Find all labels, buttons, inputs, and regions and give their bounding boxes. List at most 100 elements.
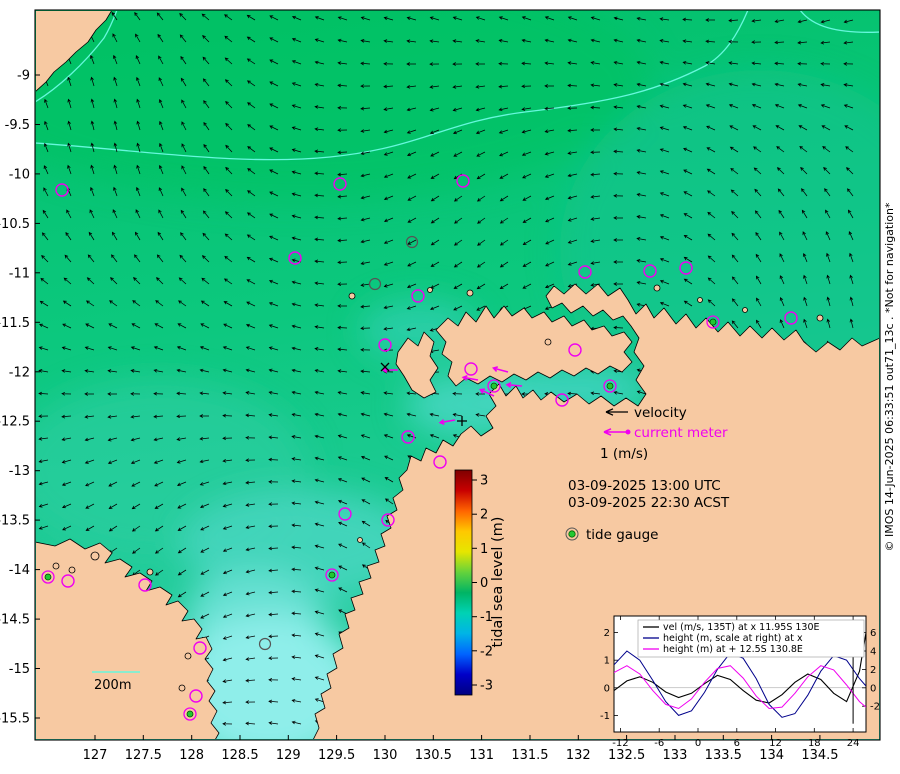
depth-scale-annotation: 200m — [92, 671, 140, 693]
inset-series-height_x — [614, 650, 866, 718]
lat-tick-label: -14 — [9, 563, 30, 578]
tide-gauge-ring — [603, 379, 617, 393]
inset-legend-entry-vel: vel (m/s, 135T) at x 11.95S 130E — [663, 622, 820, 633]
inset-x-tick-label: 6 — [734, 738, 740, 749]
tide-gauge-ring — [325, 568, 339, 582]
lon-tick-label: 131.5 — [511, 748, 548, 763]
colorbar-tick-label: -1 — [480, 610, 493, 625]
station-marker — [368, 277, 382, 291]
current-meter-marker — [433, 455, 447, 469]
depth-contour-line — [36, 11, 118, 103]
tide-gauge-label: tide gauge — [586, 527, 658, 543]
current-meter-marker — [578, 265, 592, 279]
lat-tick-label: -15 — [9, 662, 30, 677]
plus-station-marker — [457, 416, 467, 426]
lon-tick-label: 129.5 — [318, 748, 355, 763]
current-meter-marker — [679, 261, 693, 275]
current-meter-marker — [456, 174, 470, 188]
current-meter-marker — [189, 689, 203, 703]
inset-legend-box — [637, 619, 865, 658]
current-meter-marker — [784, 311, 798, 325]
current-meter-marker — [338, 507, 352, 521]
current-meter-vector — [461, 375, 479, 381]
current-meter-marker — [568, 343, 582, 357]
inset-right-y-tick-label: 6 — [870, 628, 876, 639]
lon-tick-label: 132.5 — [608, 748, 645, 763]
lon-tick-label: 128.5 — [221, 748, 258, 763]
lat-tick-label: -12.5 — [0, 415, 30, 430]
current-meter-vector — [492, 366, 509, 373]
depth-contour-line — [36, 11, 749, 161]
tide-gauge-marker — [490, 382, 498, 390]
landmass-kimberley — [36, 538, 220, 739]
inset-x-tick-label: -6 — [654, 738, 664, 749]
inset-x-tick-label: 12 — [769, 738, 782, 749]
current-meter-marker — [333, 177, 347, 191]
lat-tick-label: -10 — [9, 167, 30, 182]
lon-tick-label: 132 — [566, 748, 591, 763]
depth-contours — [36, 11, 879, 161]
current-meter-marker — [401, 430, 415, 444]
colorbar-tick-label: 3 — [480, 474, 488, 489]
lon-tick-label: 130.5 — [415, 748, 452, 763]
tide-gauge-marker — [709, 318, 717, 326]
current-meter-marker — [288, 251, 302, 265]
colorbar-tick-label: 1 — [480, 542, 488, 557]
colorbar-tick-label: 0 — [480, 576, 488, 591]
inset-x-tick-label: -12 — [612, 738, 628, 749]
inset-series-height_plus — [614, 665, 866, 710]
station-marker — [405, 235, 419, 249]
inset-right-y-tick-label: 2 — [870, 665, 876, 676]
inset-legend-entry-height-x: height (m, scale at right) at x — [663, 633, 803, 644]
lon-tick-label: 133.5 — [705, 748, 742, 763]
lon-tick-label: 127 — [83, 748, 108, 763]
velocity-label: velocity — [634, 405, 687, 421]
colorbar: 3 2 1 0 -1 -2 -3 tidal sea level (m) — [454, 469, 506, 696]
observation-markers — [41, 174, 798, 721]
lat-tick-label: -14.5 — [0, 613, 30, 628]
lon-tick-label: 127.5 — [125, 748, 162, 763]
current-meter-vector — [478, 388, 495, 397]
tide-gauge-marker — [328, 571, 336, 579]
tide-gauge-marker — [44, 573, 52, 581]
lat-tick-label: -12 — [9, 365, 30, 380]
current-meter-marker — [378, 338, 392, 352]
x-station-marker — [380, 362, 390, 372]
lat-tick-label: -11 — [9, 266, 30, 281]
lon-tick-label: 134.5 — [801, 748, 838, 763]
colorbar-tick-label: 2 — [480, 508, 488, 523]
inset-right-y-tick-label: 4 — [870, 646, 876, 657]
depth-contour-line — [800, 11, 879, 33]
lat-tick-label: -9.5 — [5, 118, 30, 133]
lat-tick-label: -11.5 — [0, 316, 30, 331]
colorbar-title: tidal sea level (m) — [490, 517, 506, 648]
current-meter-marker — [61, 574, 75, 588]
lon-tick-label: 131 — [469, 748, 494, 763]
tide-gauge-marker — [606, 382, 614, 390]
lon-tick-label: 130 — [373, 748, 398, 763]
landmass-timor — [36, 11, 112, 92]
velocity-arrow-symbol — [605, 408, 628, 416]
station-marker — [258, 637, 272, 651]
current-meter-marker — [464, 362, 478, 376]
small-islands — [52, 284, 824, 692]
tide-gauge-ring — [706, 315, 720, 329]
inset-x-tick-label: 18 — [808, 738, 821, 749]
inset-x-tick-label: 0 — [695, 738, 701, 749]
lon-tick-label: 128 — [179, 748, 204, 763]
colorbar-tick-label: -3 — [480, 679, 493, 694]
inset-right-y-tick-label: -2 — [870, 702, 880, 713]
inset-legend-entry-height-plus: height (m) at + 12.5S 130.8E — [663, 644, 803, 655]
map-legend: velocity current meter 1 (m/s) 03-09-202… — [565, 405, 730, 543]
lat-tick-label: -15.5 — [0, 711, 30, 726]
inset-left-y-tick-label: -1 — [600, 711, 610, 722]
lat-tick-label: -13 — [9, 464, 30, 479]
colorbar-tick-label: -2 — [480, 644, 493, 659]
inset-timeseries-chart: -12 -6 0 6 12 18 24 2 1 0 -1 6 4 2 0 -2 vel (m/s, 135T)… — [600, 615, 880, 749]
tide-gauge-marker — [186, 710, 194, 718]
tide-gauge-ring — [41, 570, 55, 584]
landmass-bathurst-island — [395, 331, 439, 399]
inset-left-y-tick-label: 0 — [604, 683, 610, 694]
